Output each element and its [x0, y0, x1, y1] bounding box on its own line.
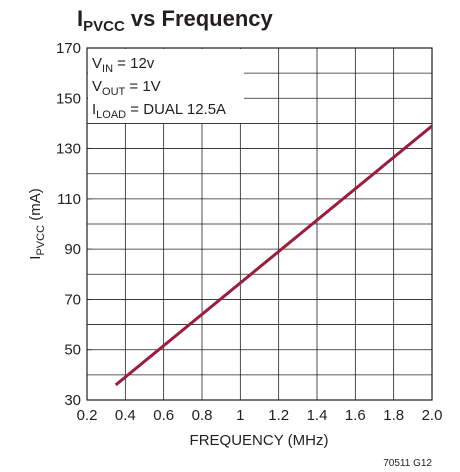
ylabel-main: I: [27, 256, 44, 260]
y-tick-label: 150: [56, 90, 81, 107]
annotation-rest: = 1V: [125, 78, 160, 95]
footnote: 70511 G12: [383, 458, 432, 469]
y-axis-label: IPVCC (mA): [27, 188, 47, 259]
x-tick-label: 2.0: [422, 407, 443, 424]
x-tick-label: 0.4: [115, 407, 136, 424]
y-tick-label: 30: [64, 392, 81, 409]
annotation-rest: = 12v: [113, 55, 155, 72]
annotation-sub: OUT: [102, 86, 126, 98]
annotation: VIN = 12v: [92, 55, 155, 75]
x-tick-label: 1.4: [307, 407, 328, 424]
x-tick-label: 0.6: [153, 407, 174, 424]
plot-frame: [86, 47, 433, 401]
annotation-main: V: [92, 55, 102, 72]
ylabel-sub: PVCC: [35, 225, 47, 256]
y-tick-label: 170: [56, 40, 81, 57]
annotation-main: I: [92, 101, 96, 118]
x-tick-label: 1.2: [268, 407, 289, 424]
annotation-rest: = DUAL 12.5A: [126, 101, 226, 118]
data-line: [114, 124, 433, 387]
title-rest: vs Frequency: [125, 6, 274, 31]
y-tick-label: 110: [57, 191, 81, 208]
ylabel-rest: (mA): [27, 188, 44, 225]
y-tick-label: 50: [64, 342, 81, 359]
annotation: ILOAD = DUAL 12.5A: [92, 101, 226, 121]
y-tick-label: 130: [56, 141, 81, 158]
annotation: VOUT = 1V: [92, 78, 161, 98]
y-tick-label: 90: [64, 241, 81, 258]
x-tick-label: 0.2: [77, 407, 98, 424]
x-axis-label: FREQUENCY (MHz): [190, 432, 329, 449]
title-main: I: [77, 6, 83, 31]
annotation-sub: IN: [102, 63, 113, 75]
annotation-main: V: [92, 78, 102, 95]
x-tick-label: 1: [236, 407, 244, 424]
chart-title: IPVCC vs Frequency: [77, 6, 274, 35]
annotation-box: [88, 49, 244, 123]
x-tick-label: 0.8: [192, 407, 213, 424]
y-tick-label: 70: [64, 291, 81, 308]
x-tick-label: 1.6: [345, 407, 366, 424]
annotation-sub: LOAD: [96, 109, 126, 121]
title-sub: PVCC: [83, 18, 125, 35]
x-tick-label: 1.8: [383, 407, 404, 424]
